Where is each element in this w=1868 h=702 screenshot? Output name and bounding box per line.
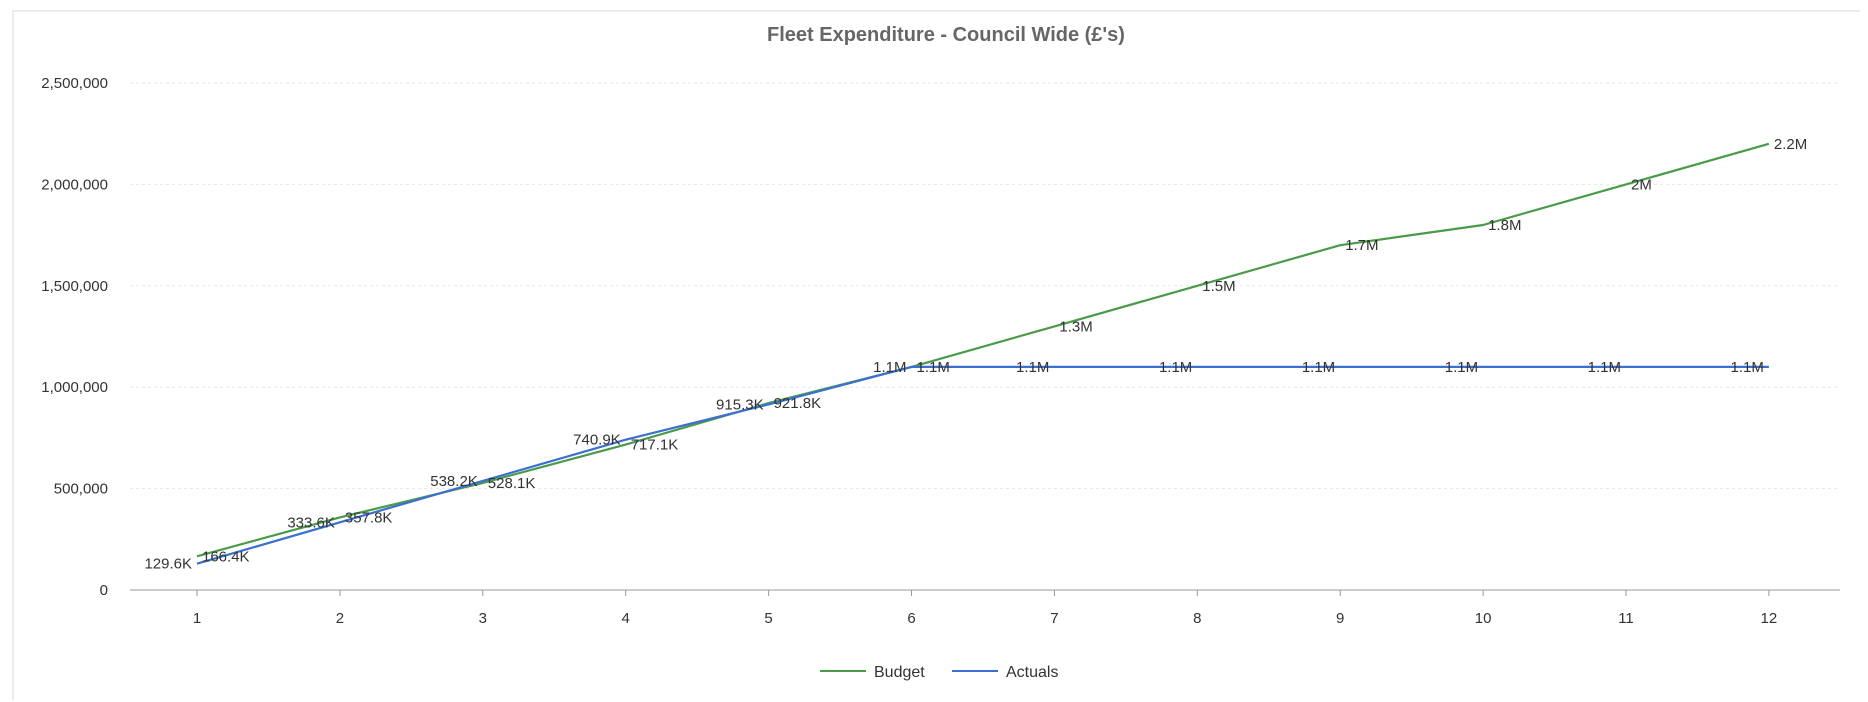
data-label-budget: 357.8K: [345, 509, 393, 526]
x-tick-label: 4: [622, 610, 630, 627]
x-tick-label: 10: [1475, 610, 1492, 627]
x-axis: 1 2 3 4 5 6 7 8 9 10 11 12: [130, 589, 1840, 627]
x-tick-label: 9: [1336, 610, 1344, 627]
data-label-actuals: 740.9K: [573, 432, 621, 449]
gridlines: [130, 82, 1840, 490]
data-labels: 166.4K 357.8K 528.1K 717.1K 921.8K 1.1M 1.3M 1.…: [144, 136, 1807, 573]
legend: Budget Actuals: [820, 664, 1058, 681]
series-lines: [196, 142, 1770, 565]
y-tick-label: 500,000: [54, 481, 108, 498]
data-label-budget: 1.5M: [1202, 278, 1235, 295]
x-tick-label: 1: [193, 610, 201, 627]
x-tick-label: 7: [1050, 610, 1058, 627]
x-tick-label: 12: [1761, 610, 1778, 627]
legend-label-budget: Budget: [874, 664, 925, 681]
x-tick-label: 6: [907, 610, 915, 627]
data-label-actuals: 915.3K: [716, 396, 764, 413]
data-label-actuals: 333.6K: [287, 514, 335, 531]
data-label-budget: 921.8K: [774, 395, 822, 412]
data-label-budget: 528.1K: [488, 475, 536, 492]
series-line-actuals: [196, 365, 1769, 565]
data-label-budget: 1.8M: [1488, 217, 1521, 234]
data-label-actuals: 1.1M: [873, 359, 906, 376]
x-tick-label: 2: [336, 610, 344, 627]
y-tick-label: 2,000,000: [41, 176, 108, 193]
data-label-budget: 1.7M: [1345, 237, 1378, 254]
data-label-budget: 166.4K: [202, 548, 250, 565]
x-tick-label: 11: [1618, 610, 1634, 627]
data-label-actuals: 1.1M: [1588, 359, 1621, 376]
chart-title: Fleet Expenditure - Council Wide (£'s): [767, 24, 1125, 46]
y-axis: 0 500,000 1,000,000 1,500,000 2,000,000 2,500…: [41, 75, 108, 599]
x-tick-label: 5: [764, 610, 772, 627]
chart-panel: [12, 10, 1860, 700]
data-label-budget: 717.1K: [631, 437, 679, 454]
data-label-actuals: 1.1M: [1302, 359, 1335, 376]
data-label-actuals: 1.1M: [1159, 359, 1192, 376]
data-label-budget: 1.1M: [917, 359, 950, 376]
y-tick-label: 0: [100, 582, 108, 599]
data-label-actuals: 538.2K: [430, 473, 478, 490]
data-label-actuals: 1.1M: [1016, 359, 1049, 376]
y-tick-label: 1,000,000: [41, 379, 108, 396]
data-label-actuals: 1.1M: [1731, 359, 1764, 376]
data-label-actuals: 1.1M: [1445, 359, 1478, 376]
data-label-budget: 2.2M: [1774, 136, 1807, 153]
y-tick-label: 1,500,000: [41, 278, 108, 295]
x-tick-label: 3: [479, 610, 487, 627]
x-tick-label: 8: [1193, 610, 1201, 627]
data-label-budget: 1.3M: [1059, 318, 1092, 335]
y-tick-label: 2,500,000: [41, 75, 108, 92]
data-label-actuals: 129.6K: [144, 556, 192, 573]
data-label-budget: 2M: [1631, 176, 1652, 193]
legend-label-actuals: Actuals: [1006, 664, 1058, 681]
